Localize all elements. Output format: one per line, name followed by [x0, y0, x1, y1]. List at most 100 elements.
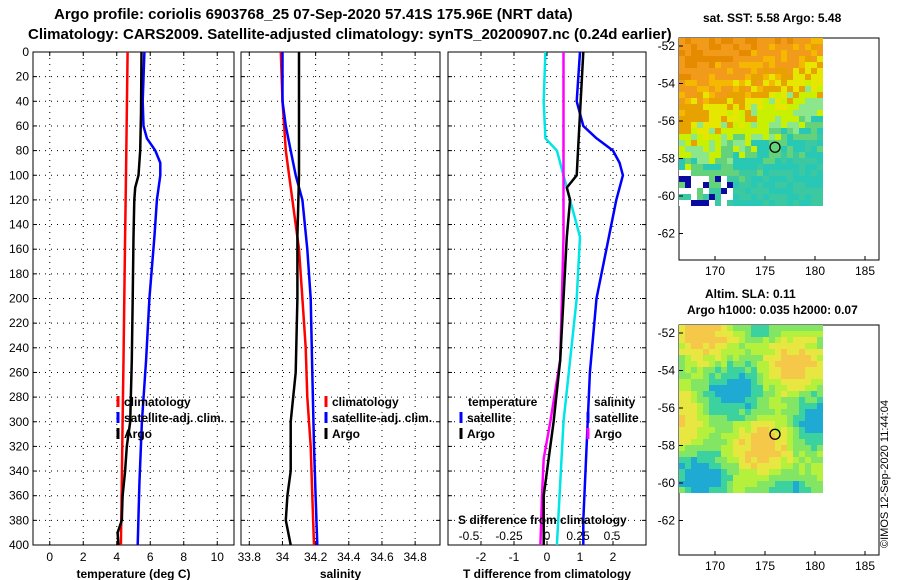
map-cell — [709, 385, 715, 391]
map-cell — [763, 176, 769, 182]
map-cell — [697, 86, 703, 92]
map-cell — [709, 487, 715, 493]
map-cell — [715, 391, 721, 397]
map-cell — [763, 349, 769, 355]
map-cell — [769, 68, 775, 74]
map-cell — [679, 74, 685, 80]
lon-tick-label: 180 — [805, 264, 825, 278]
map-cell — [727, 74, 733, 80]
map-cell — [703, 68, 709, 74]
map-cell — [691, 331, 697, 337]
map-cell — [811, 391, 817, 397]
map-cell — [745, 74, 751, 80]
map-cell — [697, 122, 703, 128]
s-diff-tick-label: 0.25 — [566, 529, 590, 543]
map-cell — [793, 134, 799, 140]
map-cell — [775, 110, 781, 116]
map-cell — [775, 164, 781, 170]
map-cell — [733, 80, 739, 86]
map-cell — [691, 463, 697, 469]
map-cell — [811, 439, 817, 445]
map-cell — [745, 457, 751, 463]
map-cell — [751, 158, 757, 164]
map-cell — [769, 391, 775, 397]
y-tick-label: 20 — [16, 70, 30, 84]
map-cell — [721, 331, 727, 337]
map-cell — [817, 421, 823, 427]
map-cell — [691, 116, 697, 122]
map-cell — [709, 463, 715, 469]
map-cell — [811, 110, 817, 116]
x-tick-label: 34 — [276, 550, 290, 564]
map-cell — [733, 140, 739, 146]
map-cell — [817, 325, 823, 331]
map-cell — [745, 44, 751, 50]
y-tick-label: 360 — [9, 489, 29, 503]
map-cell — [811, 104, 817, 110]
map-cell — [715, 421, 721, 427]
map-cell — [811, 62, 817, 68]
map-cell — [679, 469, 685, 475]
lat-tick-label: -54 — [658, 364, 676, 378]
map-cell — [763, 80, 769, 86]
map-cell — [781, 128, 787, 134]
map-cell — [703, 44, 709, 50]
map-cell — [763, 385, 769, 391]
map-cell — [727, 152, 733, 158]
map-cell — [805, 337, 811, 343]
map-cell — [799, 140, 805, 146]
map-cell — [727, 373, 733, 379]
map-cell — [769, 409, 775, 415]
map-cell — [721, 158, 727, 164]
legend-label: salinity — [594, 395, 636, 409]
map-cell — [799, 361, 805, 367]
map-cell — [763, 110, 769, 116]
map-cell — [787, 331, 793, 337]
map-cell — [679, 86, 685, 92]
map-cell — [751, 487, 757, 493]
map-cell — [685, 379, 691, 385]
map-cell — [715, 56, 721, 62]
map-cell — [781, 421, 787, 427]
map-cell — [739, 397, 745, 403]
map-cell — [781, 349, 787, 355]
map-cell — [757, 325, 763, 331]
map-cell — [811, 116, 817, 122]
map-cell — [757, 487, 763, 493]
map-cell — [757, 463, 763, 469]
map-cell — [721, 80, 727, 86]
map-cell — [775, 194, 781, 200]
map-cell — [751, 403, 757, 409]
map-cell — [817, 158, 823, 164]
map-cell — [715, 158, 721, 164]
map-cell — [685, 427, 691, 433]
map-cell — [703, 361, 709, 367]
map-cell — [679, 487, 685, 493]
map-cell — [799, 38, 805, 44]
map-cell — [685, 487, 691, 493]
map-cell — [745, 391, 751, 397]
x-axis-label: T difference from climatology — [463, 567, 631, 580]
map-cell — [799, 158, 805, 164]
map-cell — [733, 457, 739, 463]
map-cell — [745, 331, 751, 337]
map-cell — [817, 194, 823, 200]
map-cell — [691, 194, 697, 200]
map-cell — [793, 487, 799, 493]
map-cell — [811, 146, 817, 152]
map-cell — [721, 385, 727, 391]
map-cell — [679, 116, 685, 122]
map-cell — [709, 50, 715, 56]
map-cell — [799, 146, 805, 152]
map-cell — [769, 200, 775, 206]
map-cell — [775, 421, 781, 427]
map-cell — [793, 164, 799, 170]
map-cell — [679, 62, 685, 68]
map-cell — [733, 74, 739, 80]
map-cell — [757, 433, 763, 439]
map-cell — [703, 325, 709, 331]
map-cell — [697, 427, 703, 433]
map-cell — [805, 98, 811, 104]
map-cell — [817, 367, 823, 373]
map-cell — [727, 62, 733, 68]
